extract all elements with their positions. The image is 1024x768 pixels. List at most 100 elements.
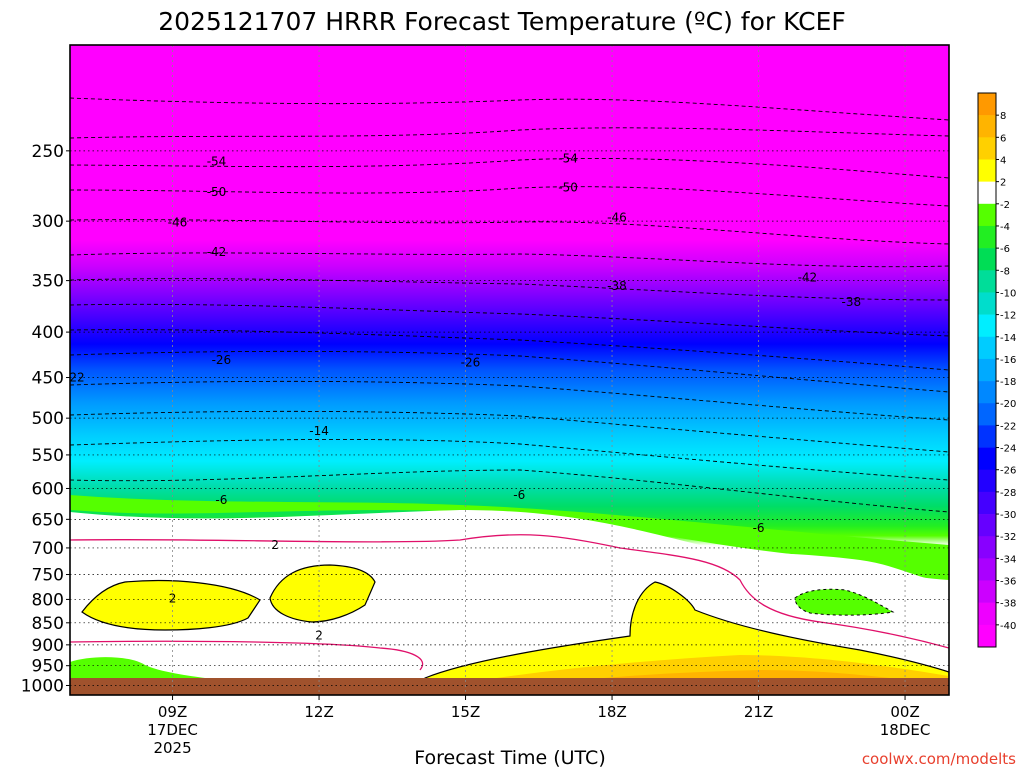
contour-label: -6 (753, 521, 765, 535)
colorbar-swatch (978, 270, 996, 293)
colorbar-label: -26 (1000, 466, 1016, 477)
colorbar-label: -12 (1000, 311, 1016, 322)
contour-label: -26 (461, 356, 481, 370)
contour-label: -50 (207, 185, 227, 199)
colorbar-label: 2 (1000, 178, 1006, 189)
contour-label: -6 (215, 493, 227, 507)
colorbar-swatch (978, 137, 996, 160)
colorbar-swatch (978, 381, 996, 404)
cold-surface-pocket (70, 657, 205, 678)
x-tick-year: 2025 (153, 739, 191, 757)
colorbar-swatch (978, 115, 996, 138)
colorbar-label: -28 (1000, 488, 1016, 499)
colorbar-swatch (978, 159, 996, 182)
colorbar-swatch (978, 491, 996, 515)
y-tick-label: 800 (32, 590, 64, 610)
colorbar-label: -22 (1000, 421, 1016, 432)
contour-label: -22 (65, 371, 85, 385)
contour-labels: -54 -54 -50 -50 -46 -46 -42 -42 -38 -38 -26 -26 -22 -… (65, 151, 862, 643)
contour-label: 2 (169, 591, 177, 605)
y-tick-label: 950 (32, 657, 64, 677)
colorbar-swatch (978, 580, 996, 603)
y-tick-label: 700 (32, 539, 64, 559)
colorbar-label: -8 (1000, 266, 1010, 277)
colorbar-label: 8 (1000, 111, 1006, 122)
colorbar-label: -36 (1000, 577, 1016, 588)
contour-label: -54 (207, 154, 227, 168)
contour-label: -42 (207, 245, 227, 259)
contour-label: -26 (212, 353, 232, 367)
colorbar-label: -10 (1000, 288, 1016, 299)
x-tick-label: 09Z (158, 703, 187, 721)
colorbar-swatch (978, 536, 996, 559)
credit-link[interactable]: coolwx.com/modelts (862, 750, 1016, 768)
colorbar-swatch (978, 248, 996, 271)
y-tick-label: 900 (32, 636, 64, 656)
y-axis: 2503003504004505005506006507007508008509… (21, 142, 70, 696)
colorbar-label: -14 (1000, 333, 1016, 344)
x-tick-date: 17DEC (147, 721, 198, 739)
x-axis-label: Forecast Time (UTC) (414, 747, 605, 768)
colorbar-label: -16 (1000, 355, 1016, 366)
y-tick-label: 650 (32, 510, 64, 530)
colorbar-swatch (978, 403, 996, 426)
colorbar-swatch (978, 336, 996, 360)
plot-frame (69, 44, 950, 696)
colorbar-swatch (978, 358, 996, 382)
contour-label: -42 (798, 270, 818, 284)
colorbar-swatch (978, 602, 996, 626)
colorbar-label: -34 (1000, 554, 1016, 565)
colorbar-swatch (978, 447, 996, 471)
colorbar-label: -38 (1000, 599, 1016, 610)
colorbar-swatch (978, 181, 996, 205)
colorbar-label: -32 (1000, 532, 1016, 543)
colorbar-swatch (978, 225, 996, 249)
y-tick-label: 550 (32, 446, 64, 466)
colorbar-swatch (978, 292, 996, 315)
colorbar-swatch (978, 558, 996, 581)
colorbar-label: -4 (1000, 222, 1010, 233)
colorbar-swatch (978, 425, 996, 448)
colorbar-label: 6 (1000, 133, 1006, 144)
cold-pocket (794, 588, 895, 616)
x-tick-label: 00Z (890, 703, 919, 721)
warm-pocket-1 (81, 579, 261, 631)
x-tick-label: 15Z (451, 703, 480, 721)
colorbar: 8 6 4 2 -2 -4 -6 -8 -10 -12 -14 -16 -18 -20 -22 -24 -26 -… (977, 92, 1016, 648)
colorbar-label: -18 (1000, 377, 1016, 388)
chart-title: 2025121707 HRRR Forecast Temperature (ºC… (158, 7, 846, 36)
colorbar-swatch (978, 514, 996, 537)
plot-area: -54 -54 -50 -50 -46 -46 -42 -42 -38 -38 -26 -26 -22 -… (65, 45, 949, 695)
contour-label: 2 (315, 629, 323, 643)
colorbar-label: -6 (1000, 244, 1010, 255)
x-tick-date: 18DEC (880, 721, 931, 739)
y-tick-label: 600 (32, 479, 64, 499)
y-tick-label: 750 (32, 566, 64, 586)
x-tick-label: 21Z (744, 703, 773, 721)
contour-label: -46 (607, 210, 627, 224)
contour-label: -54 (558, 151, 578, 165)
contour-label: 2 (271, 538, 279, 552)
colorbar-swatch (978, 624, 996, 648)
colorbar-label: -40 (1000, 621, 1016, 632)
y-tick-label: 850 (32, 614, 64, 634)
contour-label: -50 (558, 181, 578, 195)
y-tick-label: 1000 (21, 676, 64, 696)
colorbar-label: 4 (1000, 155, 1006, 166)
x-tick-label: 12Z (304, 703, 333, 721)
contour-label: -38 (842, 295, 862, 309)
x-tick-label: 18Z (597, 703, 626, 721)
y-tick-label: 250 (32, 142, 64, 162)
colorbar-swatch (978, 93, 996, 116)
colorbar-label: -30 (1000, 510, 1016, 521)
colorbar-swatch (978, 469, 996, 493)
colorbar-label: -24 (1000, 444, 1016, 455)
colorbar-swatch (978, 203, 996, 227)
colorbar-label: -2 (1000, 200, 1010, 211)
contour-label: -46 (168, 215, 188, 229)
contour-lines (70, 97, 949, 513)
y-tick-label: 400 (32, 323, 64, 343)
y-tick-label: 500 (32, 409, 64, 429)
contour-label: -38 (607, 279, 627, 293)
